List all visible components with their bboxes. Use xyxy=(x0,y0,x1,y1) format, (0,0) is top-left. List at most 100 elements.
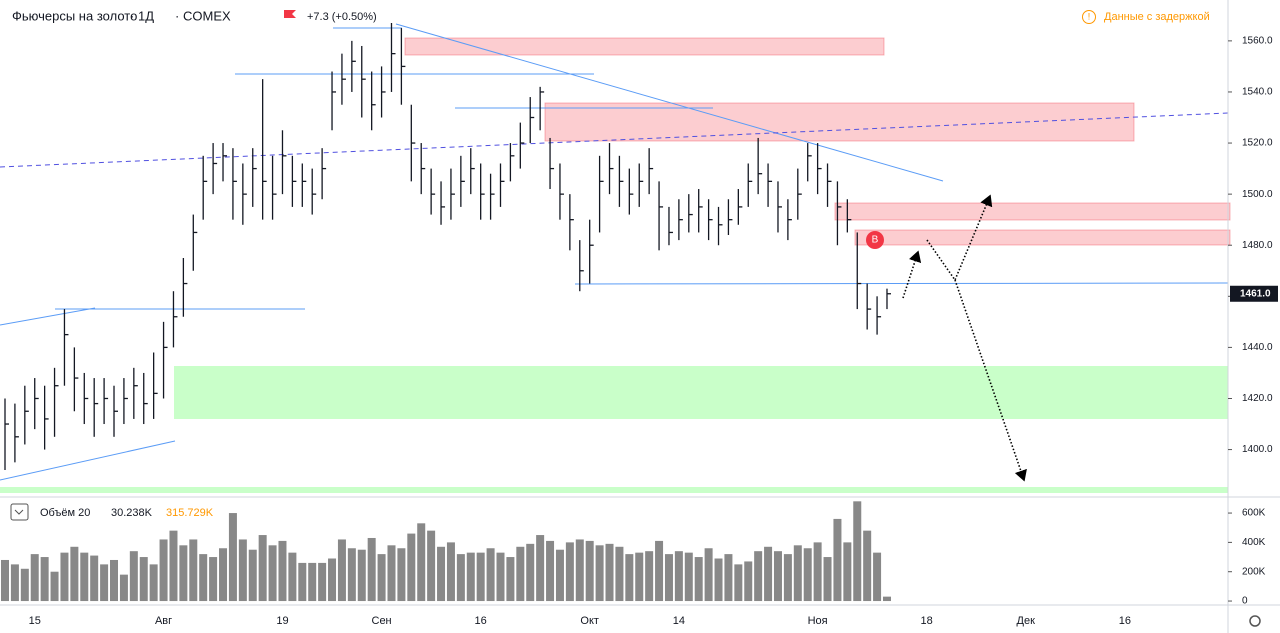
flag-icon xyxy=(284,10,296,18)
volume-bar xyxy=(674,551,683,602)
trend-line xyxy=(0,112,1229,168)
notice[interactable]: Данные с задержкой xyxy=(1104,11,1210,23)
volume-bar xyxy=(476,552,485,602)
x-tick-label: Сен xyxy=(372,615,392,627)
volume-bar xyxy=(1,559,9,602)
volume-bar xyxy=(724,554,733,602)
volume-bar xyxy=(40,557,49,602)
marker xyxy=(866,231,884,249)
volume-bar xyxy=(595,545,604,602)
volume-bar xyxy=(843,542,852,602)
volume-bar xyxy=(397,548,406,602)
arrow xyxy=(902,250,922,299)
volume-bar xyxy=(684,552,693,602)
separator: · xyxy=(175,8,179,23)
volume-bar xyxy=(337,539,346,602)
separator: · xyxy=(130,8,134,23)
y-tick-label: 600K xyxy=(1242,508,1266,519)
volume-ma: 315.729K xyxy=(166,507,214,519)
x-tick-label: 16 xyxy=(475,615,487,627)
x-tick-label: 16 xyxy=(1119,615,1131,627)
volume-bar xyxy=(764,546,773,602)
volume-bar xyxy=(496,552,505,602)
volume-bar xyxy=(873,552,882,602)
volume-bar xyxy=(288,552,297,602)
volume-bar xyxy=(298,562,307,602)
arrow xyxy=(926,194,993,282)
volume-bar xyxy=(615,546,624,602)
volume-bar xyxy=(347,548,356,602)
volume-bar xyxy=(882,596,891,602)
volume-bar xyxy=(744,561,753,602)
volume-bar xyxy=(30,554,39,602)
volume-bar xyxy=(308,562,317,602)
volume-bar xyxy=(506,557,515,602)
volume-bar xyxy=(486,548,495,602)
volume-bar xyxy=(219,548,228,602)
volume-bar xyxy=(189,539,198,602)
volume-bar xyxy=(367,537,376,602)
volume-bar xyxy=(100,564,109,602)
volume-bar xyxy=(565,542,574,602)
volume-bar xyxy=(179,545,188,602)
zone xyxy=(0,487,1228,493)
volume-bar xyxy=(169,530,178,602)
volume-bar xyxy=(546,540,555,602)
volume-bar xyxy=(853,501,862,602)
volume-bar xyxy=(714,558,723,602)
volume-bar xyxy=(268,545,277,602)
arrow xyxy=(954,279,1027,482)
volume-bar xyxy=(10,564,19,602)
volume-bar xyxy=(863,530,872,602)
level-line xyxy=(574,282,1229,285)
volume-bar xyxy=(555,549,564,602)
x-tick-label: Дек xyxy=(1017,615,1036,627)
volume-bar xyxy=(377,554,386,602)
volume-bar xyxy=(437,546,446,602)
volume-bar xyxy=(605,543,614,602)
volume-bar xyxy=(536,535,545,602)
y-tick-label: 1420.0 xyxy=(1242,393,1273,404)
zone xyxy=(854,229,1231,246)
volume-bar xyxy=(228,513,237,602)
volume-bar xyxy=(446,542,455,602)
y-tick-label: 1440.0 xyxy=(1242,342,1273,353)
volume-bar xyxy=(209,557,218,602)
volume-bar xyxy=(516,546,525,602)
volume-bar xyxy=(60,552,69,602)
zone xyxy=(544,102,1135,142)
exchange: COMEX xyxy=(183,8,231,23)
collapse-button[interactable] xyxy=(10,503,29,521)
volume-bar xyxy=(199,554,208,602)
volume-bar xyxy=(427,530,436,602)
volume-bar xyxy=(704,548,713,602)
y-tick-label: 0 xyxy=(1242,596,1248,607)
volume-bar xyxy=(20,568,29,602)
volume-bar xyxy=(90,555,99,602)
y-tick-label: 1520.0 xyxy=(1242,138,1273,149)
settings-button[interactable] xyxy=(1249,615,1261,627)
x-tick-label: Окт xyxy=(580,615,599,627)
volume-bar xyxy=(129,551,138,602)
collapse-icon xyxy=(14,509,24,515)
volume-bar xyxy=(407,533,416,602)
volume-bar xyxy=(575,539,584,602)
chart-title: Фьючерсы на золото xyxy=(12,8,137,23)
y-tick-label: 1480.0 xyxy=(1242,240,1273,251)
price-tag-label: 1461.0 xyxy=(1240,288,1271,299)
volume-bar xyxy=(635,552,644,602)
x-tick-label: 15 xyxy=(29,615,41,627)
y-tick-label: 1400.0 xyxy=(1242,444,1273,455)
volume-bar xyxy=(655,540,664,602)
volume-bar xyxy=(466,552,475,602)
volume-bar xyxy=(328,558,337,602)
marker-label: B xyxy=(872,235,879,246)
volume-bar xyxy=(318,562,327,602)
trend-line xyxy=(0,440,176,481)
x-tick-label: 19 xyxy=(276,615,288,627)
drawings xyxy=(0,23,1231,493)
x-tick-label: Ноя xyxy=(808,615,828,627)
volume-bar xyxy=(139,557,148,602)
volume-bar xyxy=(664,554,673,602)
